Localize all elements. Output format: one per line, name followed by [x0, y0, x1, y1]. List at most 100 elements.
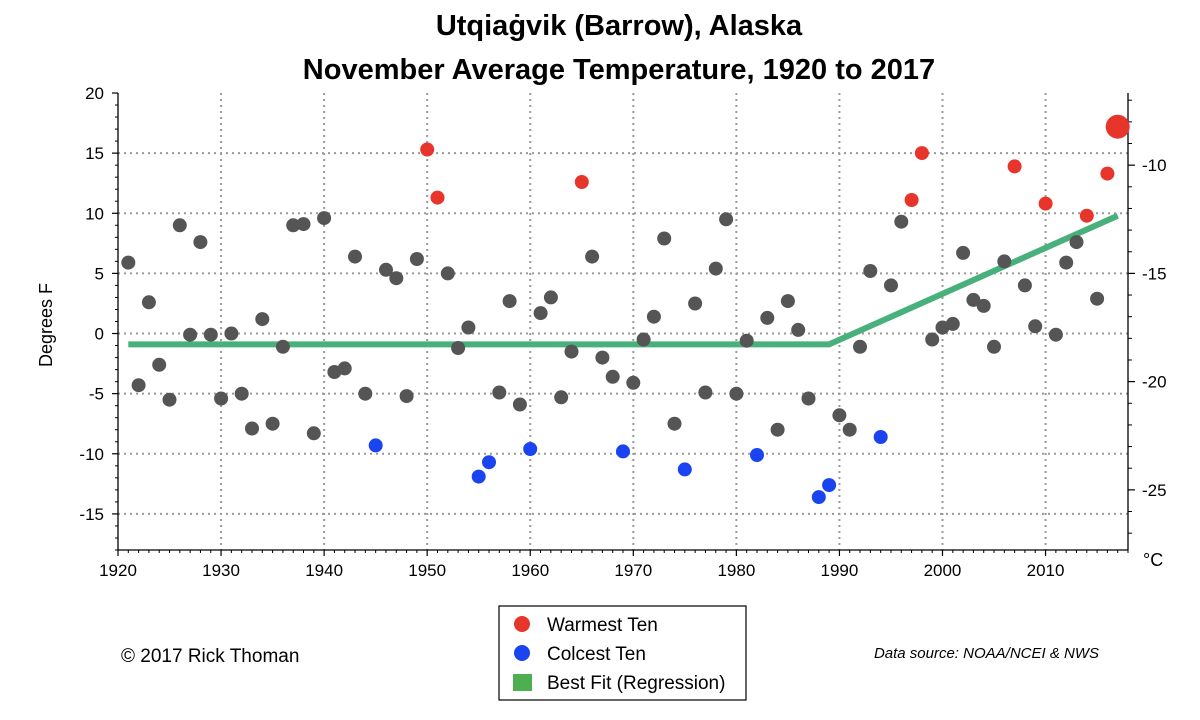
normal-temperature-point	[801, 391, 816, 406]
normal-temperature-point	[399, 389, 414, 404]
legend-label-fit: Best Fit (Regression)	[547, 673, 725, 694]
warm-temperature-point	[1100, 166, 1115, 181]
y-tick-label: -10	[79, 445, 104, 464]
normal-temperature-point	[533, 306, 548, 321]
data-source-note: Data source: NOAA/NCEI & NWS	[874, 645, 1099, 662]
y-tick-labels: -15 -10 -5 0 5 10 15 20	[79, 84, 104, 524]
warm-temperature-point	[430, 190, 445, 205]
normal-temperature-point	[780, 294, 795, 309]
axes	[112, 92, 1135, 556]
normal-temperature-point	[358, 386, 373, 401]
y2-tick-label: -10	[1142, 156, 1167, 175]
normal-temperature-point	[987, 339, 1001, 354]
x-tick-label: 1940	[305, 561, 343, 580]
normal-temperature-point	[265, 416, 280, 431]
x-tick-label: 1930	[202, 561, 240, 580]
y2-tick-labels: -25 -20 -15 -10	[1142, 156, 1167, 500]
x-tick-label: 1990	[821, 561, 859, 580]
normal-temperature-point	[997, 254, 1012, 269]
normal-temperature-point	[698, 385, 713, 400]
normal-temperature-point	[605, 369, 620, 384]
legend: Warmest Ten Colcest Ten Best Fit (Regres…	[498, 605, 747, 701]
normal-temperature-point	[317, 211, 332, 226]
normal-temperature-point	[492, 385, 507, 400]
x-tick-label: 2000	[924, 561, 962, 580]
x-tick-label: 1980	[717, 561, 755, 580]
normal-temperature-point	[595, 350, 610, 365]
y2-tick-label: -15	[1142, 264, 1167, 283]
normal-temperature-point	[976, 298, 991, 313]
cold-temperature-point	[750, 448, 764, 462]
normal-temperature-point	[884, 278, 898, 293]
normal-temperature-point	[791, 322, 806, 337]
warm-temperature-point	[574, 175, 589, 189]
grid-lines	[118, 93, 1128, 550]
y-axis-label: Degrees F	[36, 283, 56, 367]
normal-temperature-point	[739, 333, 754, 348]
normal-temperature-point	[657, 231, 672, 246]
normal-temperature-point	[1028, 319, 1043, 334]
normal-temperature-point	[1090, 291, 1105, 306]
normal-temperature-point	[554, 390, 569, 405]
normal-temperature-point	[1017, 278, 1032, 293]
normal-temperature-point	[337, 361, 352, 376]
copyright-credit: © 2017 Rick Thoman	[121, 646, 299, 667]
normal-temperature-point	[234, 386, 249, 401]
y-tick-label: -15	[79, 505, 104, 524]
warm-temperature-point	[1007, 159, 1022, 174]
normal-temperature-point	[286, 218, 301, 233]
normal-temperature-point	[348, 249, 362, 264]
normal-temperature-point	[894, 214, 909, 229]
normal-temperature-point	[667, 416, 682, 431]
legend-box	[498, 605, 747, 701]
data-points	[121, 114, 1130, 505]
x-tick-label: 1960	[511, 561, 549, 580]
cold-temperature-point	[677, 462, 692, 477]
best-fit-polyline	[128, 212, 1119, 348]
normal-temperature-point	[255, 312, 270, 327]
normal-temperature-point	[379, 262, 393, 277]
normal-temperature-point	[1069, 235, 1084, 250]
warm-temperature-point	[420, 142, 435, 157]
normal-temperature-point	[193, 235, 208, 250]
cold-temperature-point	[822, 478, 837, 493]
normal-temperature-point	[863, 264, 878, 278]
normal-temperature-point	[172, 218, 187, 233]
y-tick-label: 5	[95, 264, 104, 283]
normal-temperature-point	[564, 344, 579, 359]
warm-temperature-point	[1038, 196, 1053, 211]
y2-axis-unit: °C	[1143, 550, 1163, 570]
normal-temperature-point	[203, 327, 218, 342]
normal-temperature-point	[389, 271, 404, 286]
cold-temperature-point	[471, 469, 486, 484]
y-tick-label: 10	[85, 204, 104, 223]
normal-temperature-point	[966, 292, 981, 307]
normal-temperature-point	[770, 422, 785, 437]
y2-tick-label: -20	[1142, 373, 1167, 392]
chart-title-line2: November Average Temperature, 1920 to 20…	[303, 54, 935, 86]
normal-temperature-point	[945, 316, 960, 331]
normal-temperature-point	[245, 421, 259, 436]
normal-temperature-point	[708, 261, 723, 276]
normal-temperature-point	[1059, 255, 1074, 270]
x-tick-label: 1950	[408, 561, 446, 580]
warm-temperature-point	[904, 193, 919, 207]
x-tick-label: 1970	[614, 561, 652, 580]
normal-temperature-point	[461, 320, 476, 335]
legend-marker-warm	[514, 616, 530, 632]
y2-tick-label: -25	[1142, 481, 1167, 500]
normal-temperature-point	[853, 339, 867, 354]
legend-label-warm: Warmest Ten	[547, 615, 658, 636]
warm-temperature-point	[914, 146, 929, 161]
normal-temperature-point	[409, 252, 424, 266]
cold-temperature-point	[616, 444, 630, 459]
normal-temperature-point	[214, 391, 229, 406]
normal-temperature-point	[925, 332, 940, 347]
x-tick-label: 1920	[99, 561, 137, 580]
normal-temperature-point	[688, 296, 703, 311]
legend-marker-cold	[514, 645, 530, 661]
normal-temperature-point	[842, 422, 857, 437]
y-tick-label: -5	[89, 385, 104, 404]
normal-temperature-point	[719, 212, 734, 227]
